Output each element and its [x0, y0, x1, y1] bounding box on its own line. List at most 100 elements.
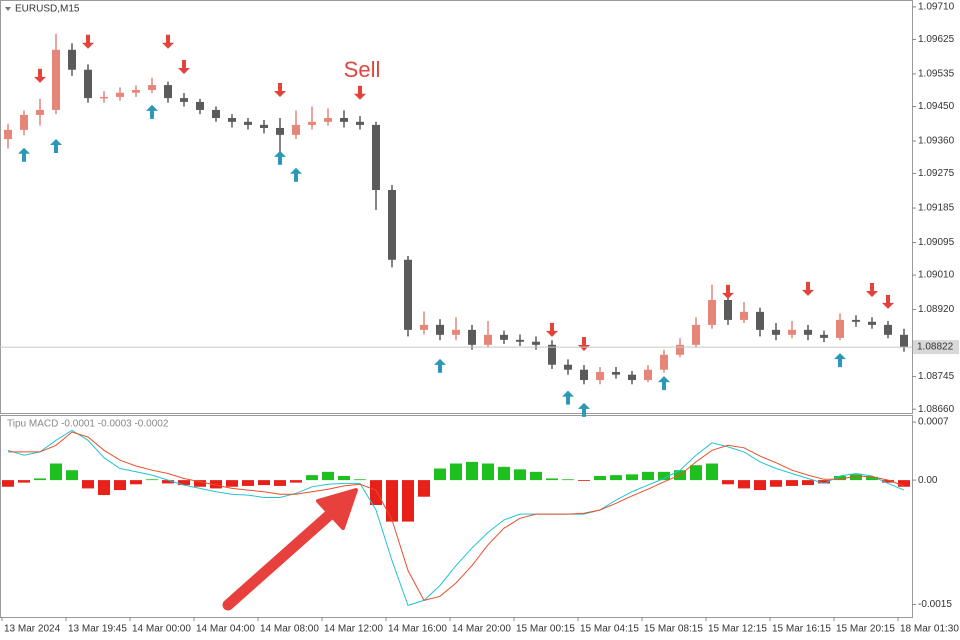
- histogram-bar: [594, 475, 606, 481]
- histogram-bar: [98, 480, 110, 496]
- x-tick-label: 15 Mar 16:15: [772, 624, 831, 635]
- histogram-bar: [802, 480, 814, 486]
- candle-body: [148, 85, 156, 91]
- y-tick-label: 1.08660: [918, 404, 955, 415]
- buy-arrow: [274, 150, 286, 165]
- indicator-title: Tipu MACD -0.0001 -0.0003 -0.0002: [7, 419, 169, 430]
- x-tick-label: 14 Mar 12:00: [324, 624, 383, 635]
- histogram-bar: [706, 463, 718, 481]
- histogram-bar: [450, 463, 462, 481]
- candle-body: [340, 118, 348, 122]
- candle-body: [132, 90, 140, 93]
- histogram-bar: [626, 474, 638, 481]
- histogram-bar: [850, 474, 862, 481]
- histogram-bar: [34, 478, 46, 481]
- candle-body: [116, 92, 124, 97]
- x-tick-label: 15 Mar 04:15: [580, 624, 639, 635]
- buy-arrow: [146, 104, 158, 119]
- sell-arrow: [354, 85, 366, 100]
- candle-body: [868, 321, 876, 325]
- histogram-bar: [498, 466, 510, 481]
- panel-toggle[interactable]: [5, 7, 11, 11]
- histogram-bar: [818, 480, 830, 484]
- histogram-bar: [178, 480, 190, 486]
- candle-body: [740, 311, 748, 320]
- histogram-bar: [658, 471, 670, 481]
- buy-arrow: [834, 353, 846, 368]
- y-tick-label: 1.08745: [918, 371, 955, 382]
- sell-arrow: [546, 322, 558, 337]
- candle-body: [164, 85, 172, 99]
- histogram-bar: [882, 480, 894, 483]
- candle-body: [420, 324, 428, 330]
- histogram-bar: [322, 471, 334, 481]
- signal-line: [8, 431, 905, 601]
- histogram-bar: [754, 480, 766, 491]
- candle-body: [612, 372, 620, 375]
- x-tick-label: 15 Mar 20:15: [836, 624, 895, 635]
- sell-arrow: [274, 83, 286, 98]
- histogram-bar: [306, 475, 318, 481]
- candle-body: [372, 124, 380, 191]
- x-tick-label: 14 Mar 16:00: [388, 624, 447, 635]
- candle-body: [84, 69, 92, 99]
- y-tick-label: 0.00: [918, 475, 938, 486]
- histogram-bar: [386, 480, 398, 522]
- sell-arrow: [34, 68, 46, 83]
- candle-body: [516, 339, 524, 342]
- candle-body: [452, 329, 460, 335]
- histogram-bar: [466, 461, 478, 481]
- sell-arrow: [882, 294, 894, 309]
- histogram-bar: [50, 463, 62, 481]
- candle-body: [180, 98, 188, 102]
- candle-body: [580, 369, 588, 381]
- y-tick-label: 1.09185: [918, 203, 955, 214]
- histogram-bar: [530, 471, 542, 481]
- histogram-bar: [834, 475, 846, 481]
- y-tick-label: 1.09625: [918, 34, 955, 45]
- buy-arrow: [434, 358, 446, 373]
- candle-body: [4, 129, 12, 140]
- histogram-bar: [866, 476, 878, 481]
- x-tick-label: 15 Mar 00:15: [516, 624, 575, 635]
- buy-arrow: [578, 402, 590, 417]
- candle-body: [52, 49, 60, 110]
- candle-body: [404, 259, 412, 330]
- candle-body: [900, 334, 908, 348]
- candle-body: [100, 96, 108, 99]
- macd-line: [7, 429, 905, 607]
- candle-body: [724, 299, 732, 320]
- price-panel-frame: [0, 0, 913, 414]
- candle-body: [292, 124, 300, 135]
- y-tick-label: 1.09710: [918, 2, 955, 13]
- x-tick-label: 14 Mar 04:00: [196, 624, 255, 635]
- histogram-bar: [242, 480, 254, 486]
- pointer-arrow: [222, 488, 358, 611]
- histogram-bar: [562, 479, 574, 481]
- candle-body: [660, 354, 668, 370]
- histogram-bar: [770, 480, 782, 487]
- candle-body: [260, 124, 268, 128]
- x-tick-label: 14 Mar 08:00: [260, 624, 319, 635]
- histogram-bar: [578, 480, 590, 481]
- histogram-bar: [146, 479, 158, 481]
- candle-body: [20, 114, 28, 130]
- candle-body: [548, 344, 556, 365]
- sell-arrow: [866, 283, 878, 298]
- candle-body: [308, 121, 316, 125]
- candle-body: [356, 121, 364, 125]
- candle-body: [804, 329, 812, 335]
- candle-body: [500, 334, 508, 340]
- candle-body: [820, 334, 828, 338]
- histogram-bar: [514, 469, 526, 481]
- y-tick-label: 1.09450: [918, 101, 955, 112]
- candle-body: [388, 190, 396, 260]
- y-tick-label: 0.0007: [918, 417, 949, 428]
- candle-body: [468, 329, 476, 345]
- x-tick-label: 15 Mar 12:15: [708, 624, 767, 635]
- candle-body: [564, 364, 572, 370]
- candle-body: [884, 324, 892, 335]
- histogram-bar: [434, 468, 446, 481]
